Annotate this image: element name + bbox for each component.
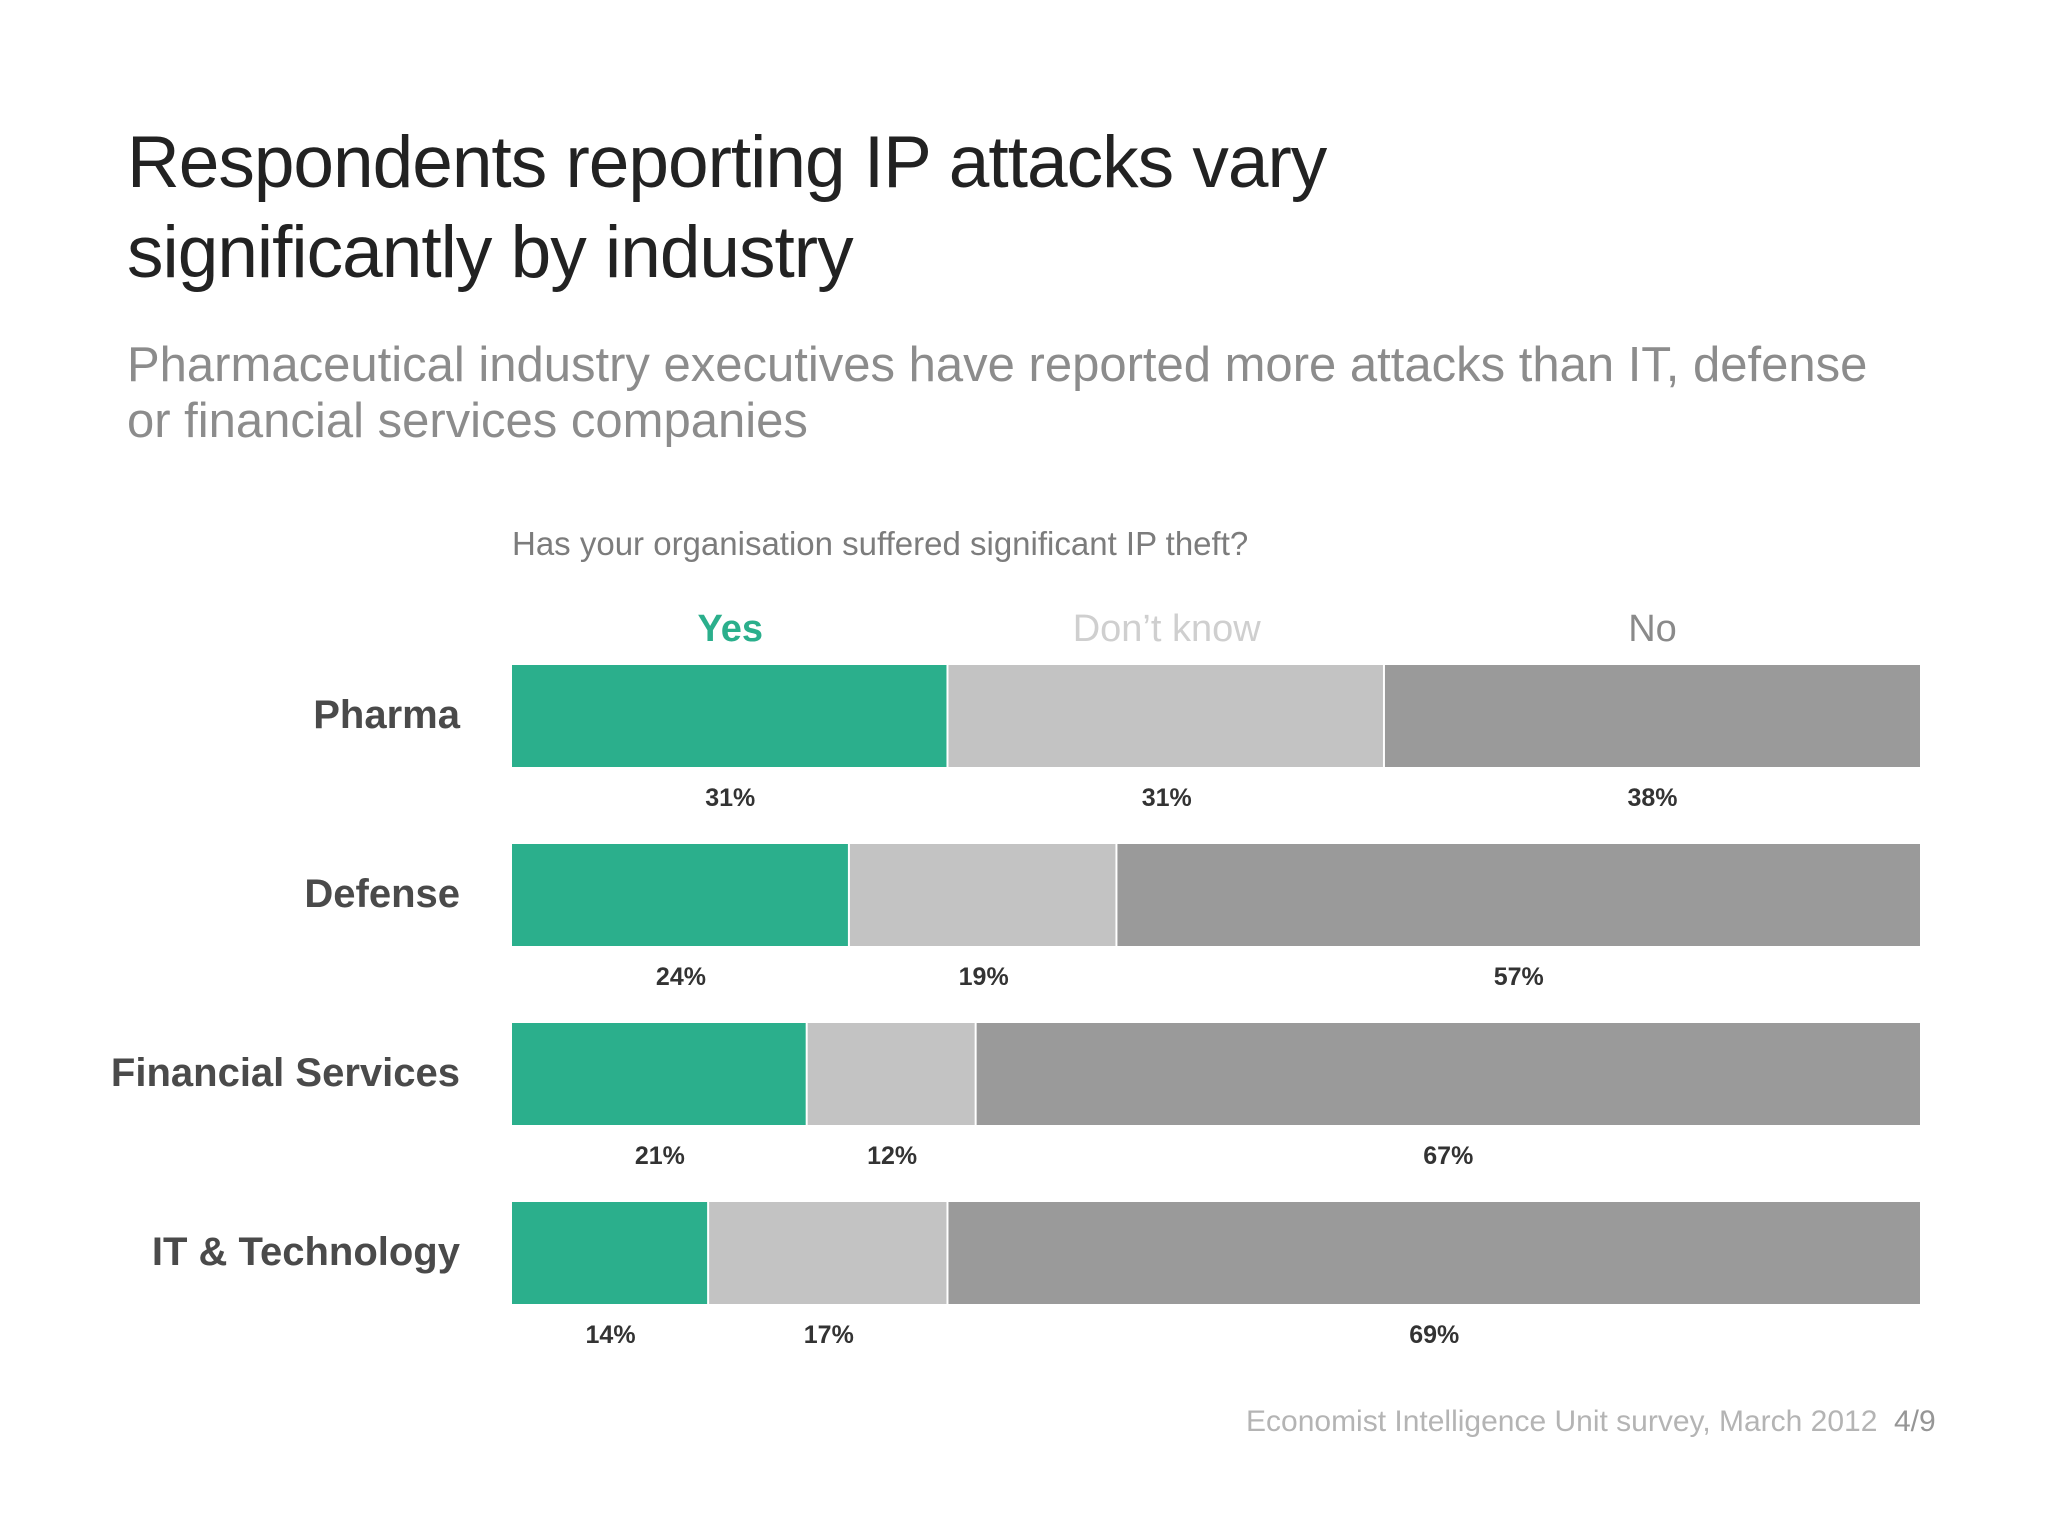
bar-defense-no xyxy=(1117,844,1920,946)
value-label-it-technology-don-t-know: 17% xyxy=(804,1321,854,1349)
value-label-defense-no: 57% xyxy=(1494,963,1544,991)
category-label-pharma: Pharma xyxy=(313,693,460,737)
category-label-defense: Defense xyxy=(304,872,460,916)
bar-pharma-no xyxy=(1384,665,1920,767)
page-number: 4/9 xyxy=(1894,1405,1936,1438)
bar-defense-yes xyxy=(512,844,848,946)
value-label-financial-services-yes: 21% xyxy=(635,1142,685,1170)
category-label-it-technology: IT & Technology xyxy=(152,1230,461,1274)
bar-pharma-don-t-know xyxy=(948,665,1383,767)
bar-it-technology-don-t-know xyxy=(709,1202,947,1304)
value-label-pharma-don-t-know: 31% xyxy=(1142,784,1192,812)
chart-svg: Has your organisation suffered significa… xyxy=(111,525,1920,1349)
value-label-it-technology-no: 69% xyxy=(1409,1321,1459,1349)
source-note: Economist Intelligence Unit survey, Marc… xyxy=(1246,1405,1878,1438)
bar-it-technology-yes xyxy=(512,1202,708,1304)
subtitle-line-2: or financial services companies xyxy=(127,394,808,448)
slide-subtitle: Pharmaceutical industry executives have … xyxy=(127,337,1887,449)
bar-pharma-yes xyxy=(512,665,947,767)
bar-financial-services-don-t-know xyxy=(807,1023,975,1125)
legend-no: No xyxy=(1628,608,1677,650)
bar-financial-services-no xyxy=(976,1023,1920,1125)
title-line-2: significantly by industry xyxy=(127,212,854,293)
category-label-financial-services: Financial Services xyxy=(111,1051,460,1095)
value-label-financial-services-no: 67% xyxy=(1423,1142,1473,1170)
legend-don-t-know: Don’t know xyxy=(1073,608,1262,650)
legend-yes: Yes xyxy=(697,608,763,650)
bar-defense-don-t-know xyxy=(849,844,1116,946)
value-label-it-technology-yes: 14% xyxy=(586,1321,636,1349)
chart-question-label: Has your organisation suffered significa… xyxy=(512,525,1248,562)
stacked-bar-chart: Has your organisation suffered significa… xyxy=(0,510,2048,1390)
slide-title: Respondents reporting IP attacks vary si… xyxy=(127,118,1507,298)
bar-financial-services-yes xyxy=(512,1023,806,1125)
bar-it-technology-no xyxy=(948,1202,1920,1304)
value-label-pharma-no: 38% xyxy=(1627,784,1677,812)
value-label-pharma-yes: 31% xyxy=(705,784,755,812)
value-label-defense-don-t-know: 19% xyxy=(959,963,1009,991)
value-label-financial-services-don-t-know: 12% xyxy=(867,1142,917,1170)
value-label-defense-yes: 24% xyxy=(656,963,706,991)
subtitle-line-1: Pharmaceutical industry executives have … xyxy=(127,338,1868,392)
title-line-1: Respondents reporting IP attacks vary xyxy=(127,122,1327,203)
